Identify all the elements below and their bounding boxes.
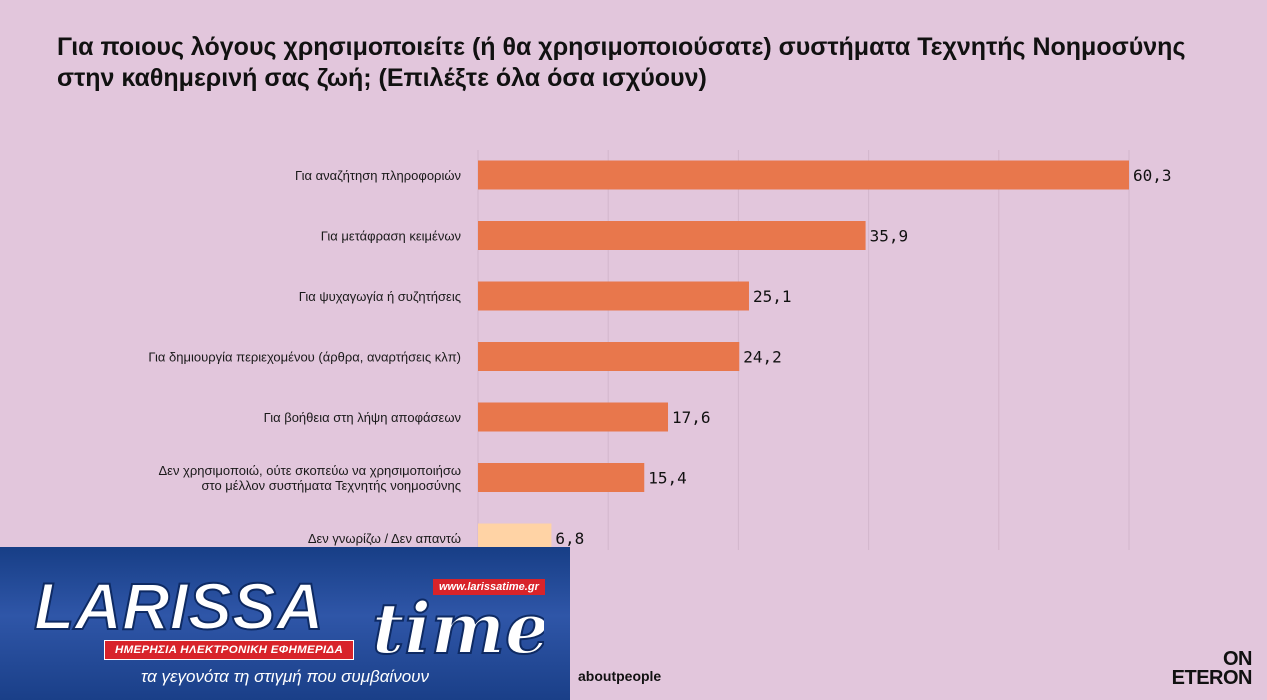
bar: [478, 160, 1129, 190]
chart-title: Για ποιους λόγους χρησιμοποιείτε (ή θα χ…: [57, 33, 1186, 92]
category-label-line: Δεν γνωρίζω / Δεν απαντώ: [308, 531, 461, 546]
value-label: 25,1: [753, 287, 792, 306]
category-label-line: Δεν χρησιμοποιώ, ούτε σκοπεύω να χρησιμο…: [158, 463, 461, 478]
value-label: 60,3: [1133, 166, 1172, 185]
category-label: Για μετάφραση κειμένων: [321, 229, 461, 244]
category-label-line: Για ψυχαγωγία ή συζητήσεις: [299, 289, 461, 304]
value-label: 24,2: [743, 348, 782, 367]
labels: 60,3 Για αναζήτηση πληροφοριών 35,9 Για μετ…: [148, 166, 1171, 548]
category-label: Για αναζήτηση πληροφοριών: [295, 168, 461, 183]
bar: [478, 342, 740, 371]
value-label: 17,6: [672, 408, 711, 427]
category-label: Για ψυχαγωγία ή συζητήσεις: [299, 289, 461, 304]
logo-line-eteron: ETERON: [1171, 667, 1253, 689]
larissatime-banner[interactable]: LARISSA time www.larissatime.gr ΗΜΕΡΗΣΙΑ…: [0, 547, 570, 700]
value-label: 6,8: [555, 529, 584, 548]
category-label-line: Για δημιουργία περιεχομένου (άρθρα, αναρ…: [148, 350, 461, 365]
bar: [478, 281, 749, 311]
bar: [478, 402, 669, 432]
value-label: 15,4: [648, 469, 687, 488]
larissatime-logo: LARISSA time: [34, 568, 544, 662]
banner-subtitle: τα γεγονότα τη στιγμή που συμβαίνουν: [140, 667, 430, 686]
brand-script: time: [372, 587, 544, 662]
brand-wordmark: LARISSA: [34, 569, 324, 643]
category-label: Για δημιουργία περιεχομένου (άρθρα, αναρ…: [148, 350, 461, 365]
value-label: 35,9: [870, 227, 909, 246]
banner-url[interactable]: www.larissatime.gr: [433, 579, 545, 595]
logo-line-on: ON: [1223, 648, 1253, 670]
category-label-line: Για βοήθεια στη λήψη αποφάσεων: [264, 410, 461, 425]
on-eteron-logo: ON ETERON: [1162, 648, 1253, 689]
bar: [478, 221, 866, 250]
category-label: Δεν χρησιμοποιώ, ούτε σκοπεύω να χρησιμο…: [158, 463, 461, 493]
bar: [478, 463, 645, 492]
category-label: Δεν γνωρίζω / Δεν απαντώ: [308, 531, 461, 546]
category-label-line: στο μέλλον συστήματα Τεχνητής νοημοσύνης: [201, 478, 461, 493]
source-aboutpeople: aboutpeople: [578, 668, 662, 684]
category-label-line: Για αναζήτηση πληροφοριών: [295, 168, 461, 183]
bars: [478, 160, 1129, 553]
category-label-line: Για μετάφραση κειμένων: [321, 229, 461, 244]
category-label: Για βοήθεια στη λήψη αποφάσεων: [264, 410, 461, 425]
banner-tagline: ΗΜΕΡΗΣΙΑ ΗΛΕΚΤΡΟΝΙΚΗ ΕΦΗΜΕΡΙΔΑ: [104, 640, 355, 660]
